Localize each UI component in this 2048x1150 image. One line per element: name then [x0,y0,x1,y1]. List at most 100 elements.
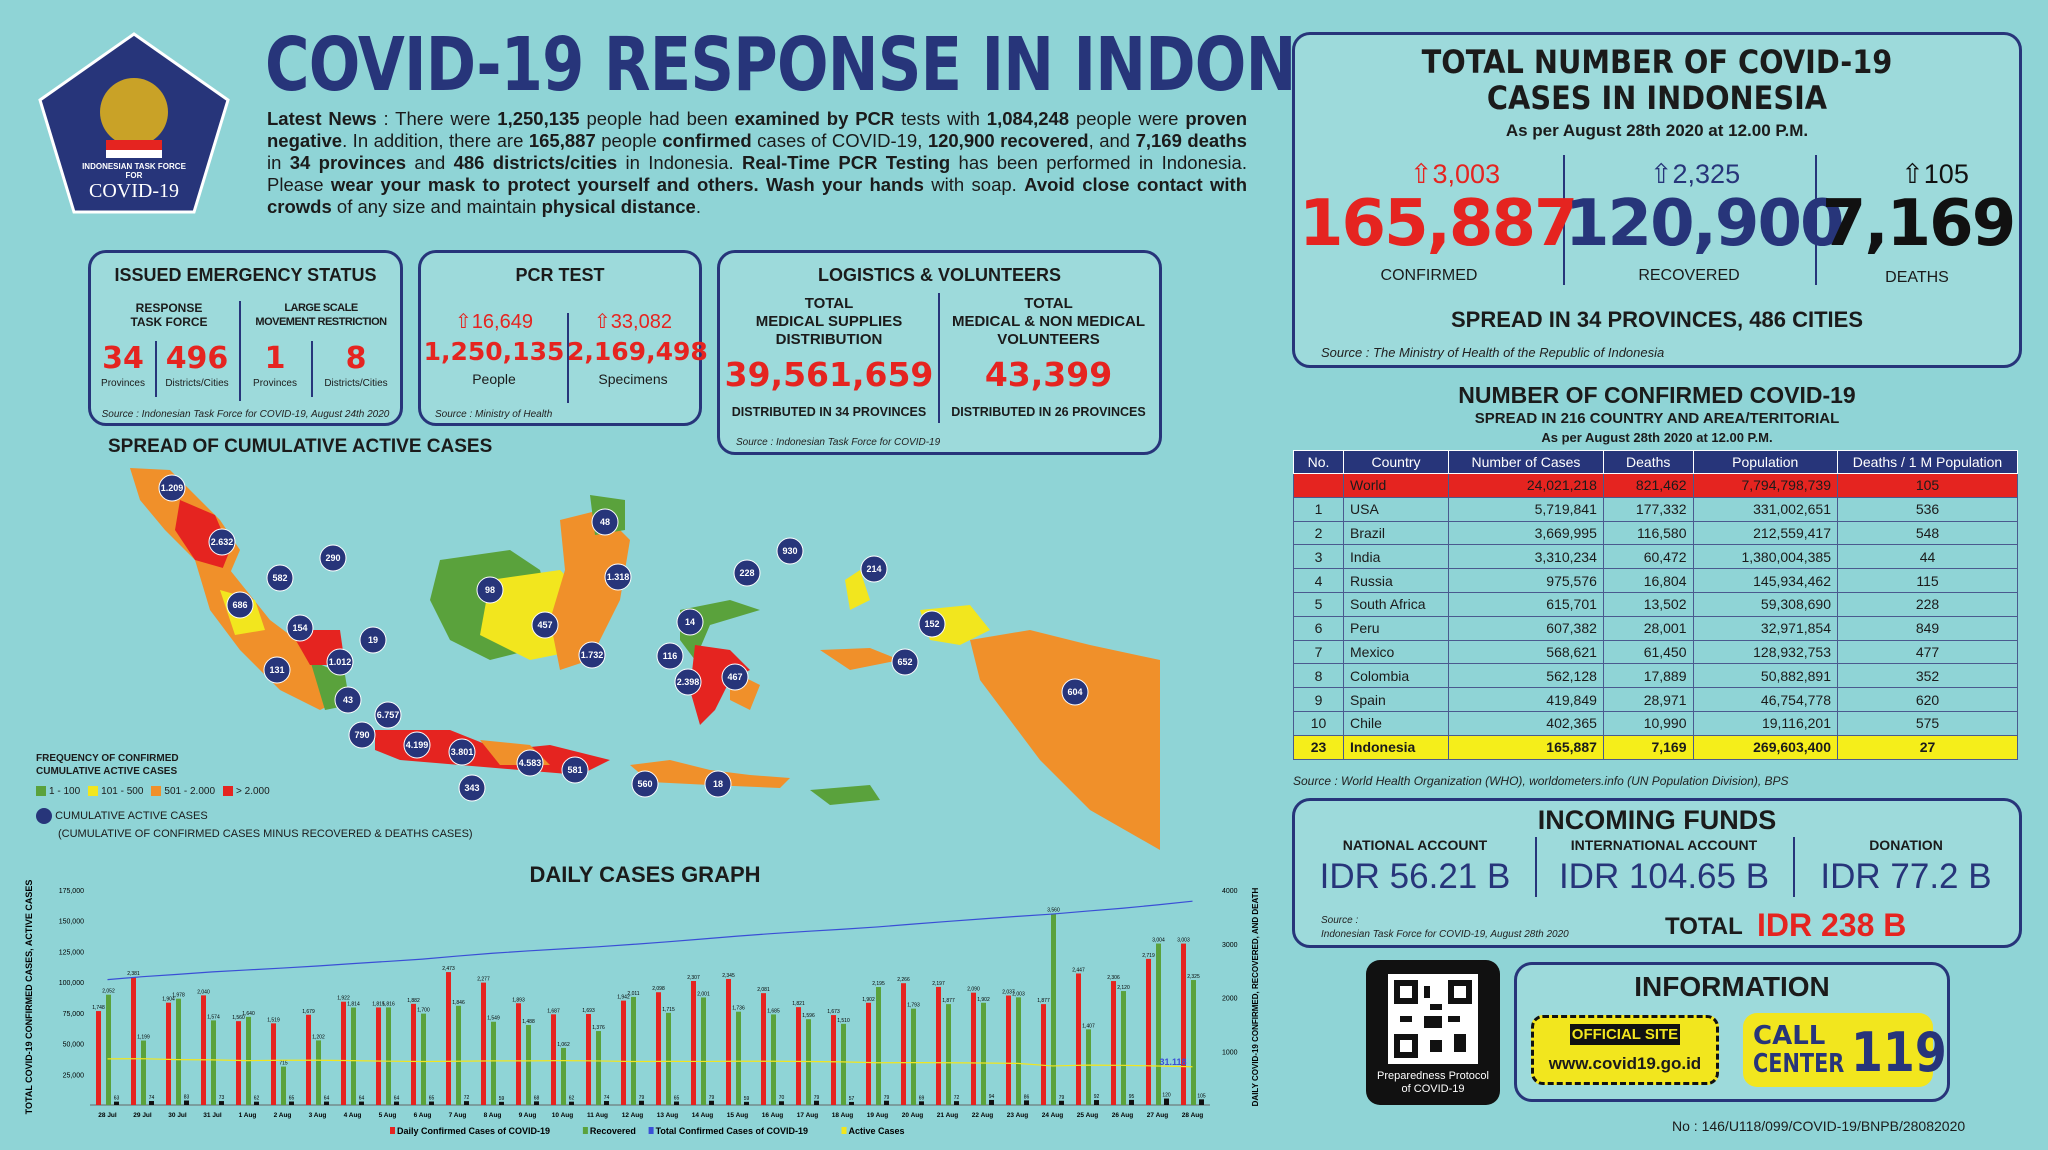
bar [981,1002,986,1105]
table-row: 7 Mexico 568,621 61,450 128,932,753 477 [1293,639,2018,665]
map-bubble-label: 930 [782,546,797,556]
bar-value-label: 79 [884,1095,890,1101]
bar-value-label: 2,090 [967,987,980,993]
qr-caption: Preparedness Protocol of COVID-19 [1377,1070,1489,1095]
map-bubble [776,537,804,565]
map-bubble [721,663,749,691]
call-center-link[interactable]: CALL CENTER 119 [1743,1013,1947,1087]
bar-value-label: 59 [499,1096,505,1102]
table-cell: 5,719,841 [1448,496,1604,522]
map-bubble [918,610,946,638]
bar [1016,997,1021,1105]
y-tick-label: 50,000 [63,1042,85,1049]
bar-value-label: 1,902 [977,997,990,1003]
table-cell: 821,462 [1602,473,1694,498]
x-tick-label: 24 Aug [1042,1112,1063,1119]
map-bubble-label: 154 [292,623,307,633]
table-cell: 620 [1837,687,2018,712]
x-tick-label: 8 Aug [484,1112,502,1119]
pcr-specimens-increase: ⇧33,082 [594,311,672,333]
bar [1024,1100,1029,1105]
table-cell: 8 [1293,663,1344,689]
x-tick-label: 7 Aug [449,1112,467,1119]
bar-value-label: 64 [394,1096,400,1102]
y-tick-label: 75,000 [63,1011,85,1018]
chart-legend-swatch [841,1127,847,1134]
table-cell: 212,559,417 [1692,520,1839,546]
table-cell: 331,002,651 [1692,496,1839,522]
map-bubble-label: 2.398 [677,677,700,687]
table-cell: 105 [1837,473,2018,498]
medical-supplies-value: 39,561,659 [724,355,934,394]
bar [551,1014,556,1105]
table-cell: 269,603,400 [1692,734,1839,760]
table-cell: 28,001 [1602,615,1694,641]
map-bubble-label: 686 [232,600,247,610]
official-site-link[interactable]: OFFICIAL SITE www.covid19.go.id [1531,1015,1719,1085]
emergency-source: Source : Indonesian Task Force for COVID… [101,409,390,420]
world-table: No. Country Number of Cases Deaths Populatio… [1293,450,2018,760]
official-site-url: www.covid19.go.id [1548,1054,1702,1073]
recovered-total: 120,900 [1565,187,1845,261]
bar [324,1101,329,1105]
table-cell: 27 [1837,734,2018,760]
y-axis-label: TOTAL COVID-19 CONFIRMED CASES, ACTIVE C… [24,880,34,1114]
world-title: NUMBER OF CONFIRMED COVID-19 [1458,382,1856,408]
spread-text: SPREAD IN 34 PROVINCES, 486 CITIES [1450,307,1864,332]
large-scale-label: LARGE SCALE MOVEMENT RESTRICTION [255,302,387,328]
bar-value-label: 715 [279,1061,288,1067]
bar-value-label: 1,877 [1037,998,1050,1004]
recovered-increase: ⇧2,325 [1649,159,1741,189]
legend-swatch [151,786,162,797]
table-cell: 3 [1293,544,1344,570]
table-cell: Indonesia [1343,734,1449,760]
table-header: Country [1343,450,1449,474]
bar [201,995,206,1105]
funds-h3: DONATION [1869,837,1943,853]
bar [796,1007,801,1105]
table-cell: 23 [1293,734,1344,760]
table-cell: 13,502 [1602,591,1694,617]
bar-value-label: 65 [429,1096,435,1102]
x-tick-label: 3 Aug [309,1112,327,1119]
y-tick-label: 25,000 [63,1072,85,1079]
bar [1051,913,1056,1105]
latest-news: Latest News : There were 1,250,135 peopl… [267,108,1248,217]
bar [429,1101,434,1105]
map-bubble-label: 116 [663,651,678,661]
bar [176,998,181,1105]
logistics-title: LOGISTICS & VOLUNTEERS [817,265,1062,285]
map-bubble [531,611,559,639]
pcr-source: Source : Ministry of Health [435,409,553,420]
table-cell: 228 [1837,591,2018,617]
bar [131,977,136,1105]
funds-total-value: IDR 238 B [1757,907,1907,943]
bar-value-label: 2,037 [1002,990,1015,996]
bar [841,1023,846,1105]
table-row: 8 Colombia 562,128 17,889 50,882,891 352 [1293,663,2018,689]
bar-value-label: 3,004 [1152,938,1165,944]
bar [446,972,451,1105]
x-tick-label: 13 Aug [657,1112,678,1119]
bar [236,1021,241,1105]
bar-value-label: 62 [569,1096,575,1102]
call-label-1: CALL [1753,1021,1826,1051]
table-cell: 3,669,995 [1448,520,1604,546]
bar-value-label: 1,488 [522,1019,535,1025]
bar-value-label: 94 [989,1094,995,1100]
table-cell: Chile [1343,710,1449,736]
footer-code: No : 146/U118/099/COVID-19/BNPB/28082020 [1672,1118,1966,1134]
bar [666,1012,671,1105]
map-bubble [733,559,761,587]
table-row: 23 Indonesia 165,887 7,169 269,603,400 27 [1293,734,2018,760]
legend-swatch [36,786,46,797]
bar-value-label: 2,081 [757,987,770,993]
deaths-increase: ⇧105 [1901,159,1969,189]
qr-card[interactable]: Preparedness Protocol of COVID-19 [1366,960,1500,1105]
map-bubble-label: 1.318 [607,572,630,582]
bar-value-label: 1,893 [512,997,525,1003]
aceh-red [175,500,230,575]
bar [849,1101,854,1105]
bar-value-label: 1,693 [582,1008,595,1014]
table-header: Deaths / 1 M Population [1837,450,2018,474]
